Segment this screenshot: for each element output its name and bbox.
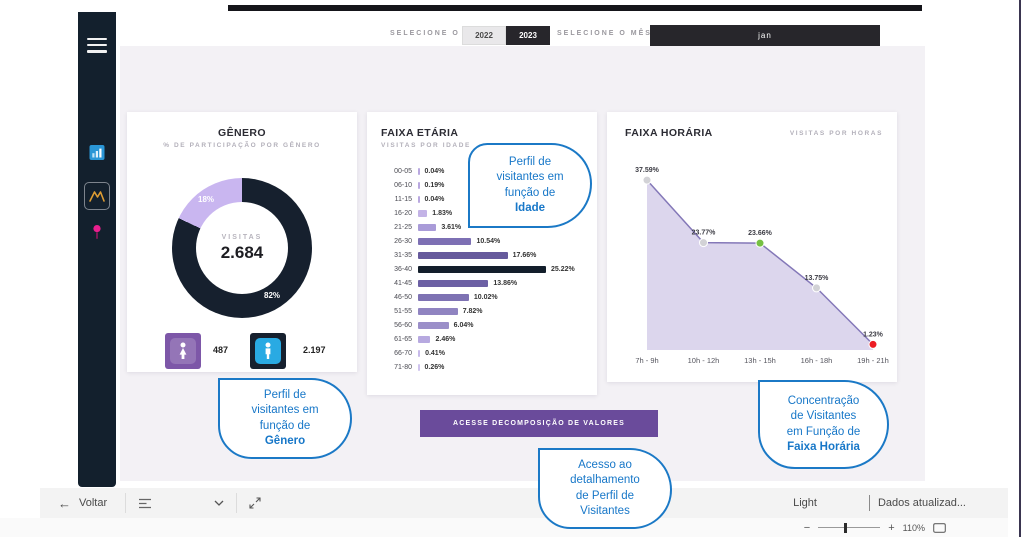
hour-area-chart[interactable]: 37.59% 23.77% 23.66% 13.75% 1.23% 7h - 9h 10h … <box>611 158 893 373</box>
age-bar-row[interactable]: 56-60 6.04% <box>394 321 474 329</box>
zoom-strip: − + 110% <box>0 518 1008 537</box>
hour-panel-subtitle: VISITAS POR HORAS <box>789 130 883 137</box>
age-bar-row[interactable]: 00-05 0.04% <box>394 167 445 175</box>
svg-text:13.75%: 13.75% <box>805 275 830 282</box>
age-bar-row[interactable]: 71-80 0.26% <box>394 363 445 371</box>
male-tile[interactable] <box>250 333 286 369</box>
sidebar <box>78 12 116 487</box>
back-button[interactable]: ← Voltar <box>40 488 125 518</box>
chevron-down-icon[interactable] <box>214 500 224 506</box>
divider <box>236 493 238 513</box>
svg-text:16h - 18h: 16h - 18h <box>801 356 833 365</box>
age-bar-row[interactable]: 21-25 3.61% <box>394 223 462 231</box>
callout-hour: Concentração de Visitantes em Função de Fai… <box>758 380 889 469</box>
age-bar-row[interactable]: 11-15 0.04% <box>394 195 445 203</box>
age-bar-row[interactable]: 41-45 13.86% <box>394 279 518 287</box>
year-button-2022[interactable]: 2022 <box>462 26 506 45</box>
age-bar-row[interactable]: 61-65 2.46% <box>394 335 456 343</box>
expand-icon[interactable] <box>249 497 261 509</box>
back-button-label: Voltar <box>79 497 108 509</box>
zoom-out-button[interactable]: − <box>803 521 811 534</box>
callout-access: Acesso ao detalhamento de Perfil de Visitan… <box>538 448 672 529</box>
line-chart-icon[interactable] <box>84 182 110 210</box>
svg-text:37.59%: 37.59% <box>635 167 660 174</box>
svg-text:1.23%: 1.23% <box>863 331 884 338</box>
male-icon <box>265 342 271 359</box>
hour-panel: FAIXA HORÁRIA VISITAS POR HORAS 37.59% 23… <box>607 112 897 382</box>
gender-donut-center: VISITAS 2.684 <box>196 202 288 294</box>
visits-total: 2.684 <box>220 242 264 262</box>
female-tile[interactable] <box>165 333 201 369</box>
pin-icon[interactable] <box>91 224 103 241</box>
month-dropdown[interactable]: jan <box>650 25 880 46</box>
hamburger-menu-icon[interactable] <box>87 38 107 57</box>
female-icon <box>179 342 187 359</box>
svg-text:7h - 9h: 7h - 9h <box>635 356 658 365</box>
divider <box>868 495 870 511</box>
age-bar-row[interactable]: 26-30 10.54% <box>394 237 501 245</box>
age-bar-row[interactable]: 46-50 10.02% <box>394 293 498 301</box>
gender-panel-subtitle: % DE PARTICIPAÇÃO POR GÊNERO <box>163 142 321 149</box>
svg-text:23.66%: 23.66% <box>748 230 773 237</box>
callout-age: Perfil de visitantes em função de Idade <box>468 143 592 228</box>
male-slice-label: 82% <box>264 291 281 300</box>
zoom-level-label: 110% <box>902 522 925 533</box>
age-bar-row[interactable]: 66-70 0.41% <box>394 349 445 357</box>
age-bar-row[interactable]: 36-40 25.22% <box>394 265 575 273</box>
data-status-label: Dados atualizad... <box>877 497 966 509</box>
window-right-border <box>1019 0 1021 537</box>
gender-donut-chart[interactable]: VISITAS 2.684 18% 82% <box>172 178 312 318</box>
zoom-slider-handle[interactable] <box>844 522 848 533</box>
back-arrow-icon: ← <box>58 495 71 511</box>
age-bar-row[interactable]: 06-10 0.19% <box>394 181 445 189</box>
age-bar-chart[interactable]: 00-05 0.04% 06-10 0.19% 11-15 0.04% 16-20 1.83%… <box>367 164 597 374</box>
hour-panel-title: FAIXA HORÁRIA <box>625 127 713 139</box>
gender-panel-title: GÊNERO <box>218 127 266 139</box>
year-slicer-label: SELECIONE O ANO <box>390 30 486 37</box>
decomposition-button[interactable]: ACESSE DECOMPOSIÇÃO DE VALORES <box>420 410 658 437</box>
year-button-2023[interactable]: 2023 <box>506 26 550 45</box>
age-bar-row[interactable]: 51-55 7.82% <box>394 307 483 315</box>
month-slicer-label: SELECIONE O MÊS <box>557 30 652 37</box>
theme-label: Light <box>793 497 817 509</box>
female-count: 487 <box>213 345 229 355</box>
svg-text:23.77%: 23.77% <box>692 230 717 237</box>
male-count: 2.197 <box>303 345 326 355</box>
age-bar-row[interactable]: 16-20 1.83% <box>394 209 453 217</box>
bottom-bar: ← Voltar Light Dados atualizad... <box>40 488 1008 518</box>
top-border-line <box>228 5 922 11</box>
callout-gender: Perfil de visitantes em função de Gênero <box>218 378 352 459</box>
pages-icon[interactable] <box>138 498 152 509</box>
bar-chart-icon[interactable] <box>89 145 105 160</box>
fit-screen-icon[interactable] <box>933 522 946 533</box>
female-slice-label: 18% <box>198 195 215 204</box>
age-panel-title: FAIXA ETÁRIA <box>381 127 459 139</box>
gender-panel: GÊNERO % DE PARTICIPAÇÃO POR GÊNERO VISI… <box>127 112 357 372</box>
svg-text:13h - 15h: 13h - 15h <box>744 356 776 365</box>
age-bar-row[interactable]: 31-35 17.66% <box>394 251 537 259</box>
zoom-in-button[interactable]: + <box>888 521 895 534</box>
visits-label: VISITAS <box>221 233 263 241</box>
divider <box>125 493 127 513</box>
svg-text:19h - 21h: 19h - 21h <box>857 356 889 365</box>
svg-text:10h - 12h: 10h - 12h <box>688 356 720 365</box>
age-panel-subtitle: VISITAS POR IDADE <box>381 142 471 149</box>
zoom-slider[interactable] <box>818 522 881 533</box>
